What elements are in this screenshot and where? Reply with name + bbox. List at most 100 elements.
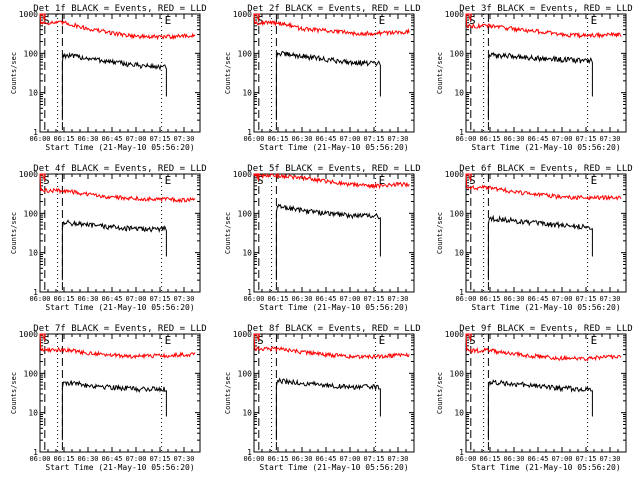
marker-e: E: [165, 14, 172, 27]
marker-e: E: [379, 334, 386, 347]
marker-s: S: [43, 174, 50, 187]
x-tick-label: 06:45: [101, 455, 122, 463]
y-tick-label: 100: [238, 369, 253, 378]
x-tick-label: 06:15: [267, 295, 288, 303]
marker-e: E: [379, 14, 386, 27]
y-tick-label: 100: [450, 369, 465, 378]
x-axis-label: Start Time (21-May-10 05:56:20): [259, 463, 408, 472]
x-axis-label: Start Time (21-May-10 05:56:20): [471, 463, 620, 472]
panel-title: Det 5f BLACK = Events, RED = LLD: [247, 164, 420, 174]
x-tick-label: 07:00: [125, 135, 146, 143]
x-tick-label: 07:15: [575, 295, 596, 303]
y-tick-label: 10: [242, 249, 252, 258]
x-tick-label: 07:30: [173, 295, 194, 303]
y-tick-label: 10: [28, 89, 38, 98]
panel-det-7: Det 7f BLACK = Events, RED = LLD 1 10 100 10…: [10, 324, 207, 472]
marker-s: S: [43, 334, 50, 347]
plot-frame: [253, 173, 415, 293]
x-axis-label: Start Time (21-May-10 05:56:20): [259, 303, 408, 312]
panel-det-8: Det 8f BLACK = Events, RED = LLD 1 10 100 10…: [224, 324, 421, 472]
x-axis-label: Start Time (21-May-10 05:56:20): [259, 143, 408, 152]
x-tick-label: 07:30: [173, 455, 194, 463]
x-tick-label: 07:15: [363, 295, 384, 303]
x-tick-label: 06:15: [53, 295, 74, 303]
x-tick-label: 07:15: [363, 135, 384, 143]
x-tick-label: 07:00: [339, 295, 360, 303]
panel-title: Det 1f BLACK = Events, RED = LLD: [33, 4, 206, 14]
x-tick-label: 07:30: [599, 135, 620, 143]
x-tick-label: 06:00: [243, 455, 264, 463]
y-tick-label: 1: [459, 448, 464, 457]
x-tick-label: 07:30: [387, 455, 408, 463]
x-tick-label: 06:30: [77, 455, 98, 463]
x-tick-label: 07:30: [173, 135, 194, 143]
x-tick-label: 06:00: [29, 455, 50, 463]
series-line-black: [487, 51, 593, 121]
y-tick-label: 1: [459, 288, 464, 297]
x-tick-label: 06:00: [455, 295, 476, 303]
x-tick-label: 06:30: [291, 135, 312, 143]
x-tick-label: 06:30: [503, 295, 524, 303]
x-tick-label: 07:00: [551, 455, 572, 463]
marker-s: S: [469, 14, 476, 27]
marker-e: E: [165, 174, 172, 187]
y-tick-label: 1000: [19, 10, 38, 19]
series-line-black: [61, 51, 167, 121]
x-tick-label: 06:15: [479, 135, 500, 143]
x-tick-label: 07:15: [149, 135, 170, 143]
marker-e: E: [165, 334, 172, 347]
panel-title: Det 7f BLACK = Events, RED = LLD: [33, 324, 206, 334]
y-axis-label: Counts/sec: [436, 52, 444, 94]
x-tick-label: 07:15: [149, 455, 170, 463]
plot-frame: [465, 333, 627, 453]
plot-frame: [253, 333, 415, 453]
y-tick-label: 100: [238, 49, 253, 58]
x-tick-label: 07:30: [387, 295, 408, 303]
series-line-black: [487, 379, 593, 441]
x-tick-label: 06:45: [315, 295, 336, 303]
y-axis-label: Counts/sec: [224, 372, 232, 414]
x-tick-label: 06:30: [291, 295, 312, 303]
x-tick-label: 06:45: [527, 295, 548, 303]
x-tick-label: 06:45: [315, 455, 336, 463]
x-axis-label: Start Time (21-May-10 05:56:20): [45, 143, 194, 152]
series-line-black: [275, 377, 381, 441]
y-tick-label: 1000: [445, 330, 464, 339]
panel-det-9: Det 9f BLACK = Events, RED = LLD 1 10 100 10…: [436, 324, 633, 472]
y-tick-label: 1: [247, 448, 252, 457]
panel-det-6: Det 6f BLACK = Events, RED = LLD 1 10 100 10…: [436, 164, 633, 312]
panel-title: Det 8f BLACK = Events, RED = LLD: [247, 324, 420, 334]
x-tick-label: 06:45: [101, 295, 122, 303]
y-tick-label: 1000: [445, 170, 464, 179]
marker-e: E: [591, 174, 598, 187]
marker-s: S: [43, 14, 50, 27]
x-tick-label: 06:15: [267, 455, 288, 463]
y-tick-label: 100: [238, 209, 253, 218]
panel-det-5: Det 5f BLACK = Events, RED = LLD 1 10 100 10…: [224, 164, 421, 312]
y-tick-label: 10: [454, 89, 464, 98]
y-tick-label: 10: [28, 249, 38, 258]
x-tick-label: 07:00: [125, 295, 146, 303]
series-line-red: [253, 333, 410, 360]
panel-det-3: Det 3f BLACK = Events, RED = LLD 1 10 100 10…: [436, 4, 633, 152]
x-axis-label: Start Time (21-May-10 05:56:20): [471, 143, 620, 152]
series-line-red: [253, 13, 410, 38]
y-tick-label: 10: [242, 89, 252, 98]
y-tick-label: 1: [459, 128, 464, 137]
x-tick-label: 06:45: [101, 135, 122, 143]
x-tick-label: 06:15: [267, 135, 288, 143]
y-tick-label: 1000: [445, 10, 464, 19]
plot-frame: [39, 13, 201, 133]
x-tick-label: 06:15: [479, 295, 500, 303]
marker-e: E: [591, 14, 598, 27]
x-tick-label: 07:00: [339, 455, 360, 463]
plot-frame: [465, 173, 627, 293]
x-tick-label: 07:15: [575, 135, 596, 143]
y-axis-label: Counts/sec: [10, 212, 18, 254]
y-tick-label: 10: [454, 249, 464, 258]
y-tick-label: 100: [450, 209, 465, 218]
y-tick-label: 1000: [19, 170, 38, 179]
y-axis-label: Counts/sec: [224, 52, 232, 94]
marker-s: S: [257, 334, 264, 347]
